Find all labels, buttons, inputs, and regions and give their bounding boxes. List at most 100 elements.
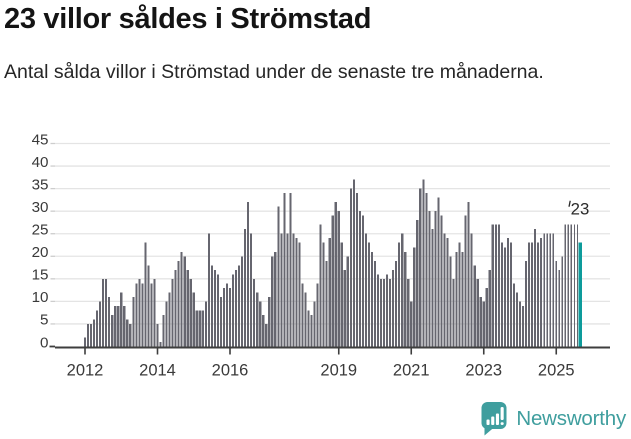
bar (186, 269, 189, 347)
bar (370, 251, 374, 347)
bar (479, 296, 482, 347)
bar (428, 211, 431, 347)
bar (382, 278, 386, 347)
y-axis-label: 40 (32, 154, 49, 171)
bar (237, 265, 241, 347)
bar (96, 310, 99, 347)
bar (144, 242, 147, 347)
bar (555, 260, 557, 347)
bar (198, 310, 201, 347)
x-axis-label: 2019 (320, 362, 357, 380)
bar (231, 274, 235, 347)
y-axis-label: 0 (40, 334, 48, 351)
bar (331, 215, 334, 347)
y-axis-label: 45 (32, 131, 49, 148)
bar (120, 292, 123, 347)
bar (201, 310, 204, 347)
bar (361, 215, 364, 347)
bar (392, 269, 395, 347)
bar (147, 265, 150, 347)
bar (150, 283, 153, 347)
highlight-bar (578, 242, 583, 347)
bar (153, 278, 156, 347)
bar (512, 283, 516, 347)
bar (89, 323, 93, 347)
bar (509, 242, 513, 347)
bar (135, 283, 138, 347)
bar (156, 323, 159, 347)
bar (298, 242, 301, 347)
bar (491, 224, 494, 347)
x-axis-label: 2021 (393, 362, 430, 380)
bar (286, 233, 289, 347)
bar (253, 278, 256, 347)
bar (177, 260, 180, 347)
x-axis-label: 2016 (212, 362, 249, 380)
bar (283, 193, 286, 347)
bar (537, 242, 540, 347)
bar (192, 292, 195, 347)
bar (355, 193, 358, 347)
bar (337, 211, 340, 347)
bar (398, 242, 401, 347)
bar (132, 296, 135, 347)
bar (552, 233, 554, 347)
bar (543, 233, 545, 347)
bar (570, 224, 572, 347)
bar (416, 220, 419, 347)
bar (277, 206, 280, 347)
bar (316, 283, 319, 347)
bar (401, 233, 404, 347)
y-axis-label: 15 (32, 267, 49, 284)
bar (289, 193, 292, 347)
bar (540, 238, 543, 347)
bar (244, 229, 247, 347)
bar (386, 274, 389, 347)
bar (210, 265, 213, 347)
bar (228, 287, 232, 347)
bar (473, 265, 476, 347)
bar (105, 278, 108, 347)
bar (117, 305, 120, 347)
y-axis-label: 35 (32, 176, 49, 193)
bar (162, 314, 165, 347)
bar (268, 296, 271, 347)
bar (413, 247, 416, 347)
bar (476, 278, 479, 347)
bar (108, 296, 111, 347)
bar (86, 323, 90, 347)
bar (500, 242, 503, 347)
x-axis-line (55, 346, 610, 349)
bar (340, 242, 343, 347)
chart-subtitle: Antal sålda villor i Strömstad under de … (4, 61, 544, 83)
y-axis-label: 20 (32, 244, 49, 261)
bar (524, 260, 528, 347)
bar (485, 287, 488, 347)
bar (515, 292, 519, 347)
bar (322, 242, 325, 347)
newsworthy-logo-text: Newsworthy (516, 406, 626, 430)
bar (367, 242, 371, 347)
bar (527, 242, 531, 347)
bar (83, 337, 87, 347)
bar (180, 251, 183, 347)
bar (204, 301, 207, 347)
bar (419, 188, 422, 347)
bar (576, 224, 579, 347)
bar (546, 233, 548, 347)
bar (373, 260, 377, 347)
y-axis-label: 25 (32, 222, 49, 239)
bar (549, 233, 551, 347)
bar (455, 251, 458, 347)
bar (404, 251, 407, 347)
bar (292, 233, 295, 347)
bar (446, 238, 449, 347)
bar (458, 242, 461, 347)
bar (328, 238, 331, 347)
bar (271, 256, 274, 347)
bar (250, 233, 253, 347)
bar (222, 287, 226, 347)
bar (379, 278, 383, 347)
bar (410, 301, 413, 347)
